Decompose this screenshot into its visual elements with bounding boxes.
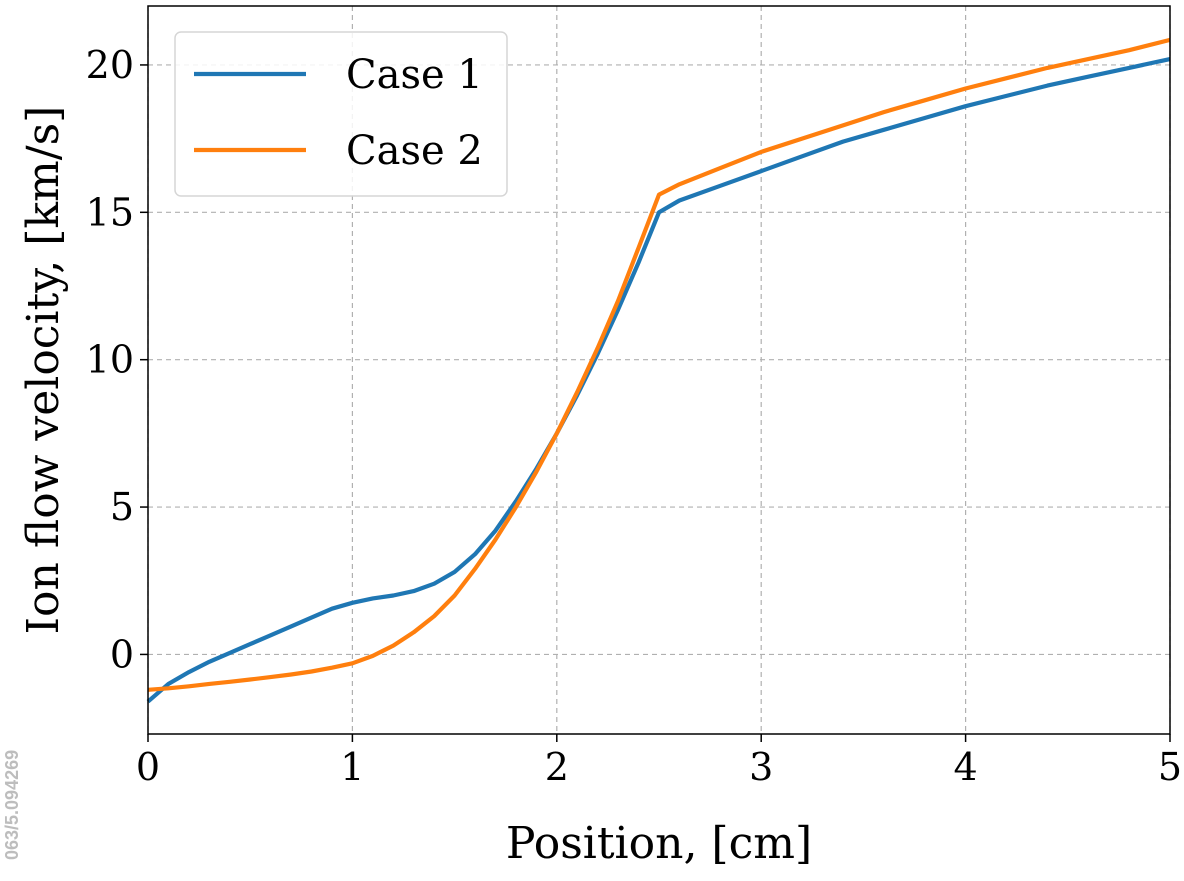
y-tick-label: 20 (86, 43, 134, 87)
x-tick-label: 1 (340, 745, 364, 789)
y-tick-label: 15 (86, 190, 134, 234)
x-tick-label: 3 (749, 745, 773, 789)
y-tick-label: 0 (110, 632, 134, 676)
side-doi-text: 063/5.094269 (2, 750, 22, 860)
plot-area-frame (147, 5, 1171, 735)
y-tick-label: 5 (110, 485, 134, 529)
axis-ticks: 0 1 2 3 4 5 0 5 10 15 20 (86, 43, 1182, 789)
x-tick-label: 2 (545, 745, 569, 789)
legend-label-case-1: Case 1 (346, 52, 483, 98)
x-tick-label: 4 (954, 745, 978, 789)
legend-label-case-2: Case 2 (346, 128, 483, 174)
legend: Case 1 Case 2 (174, 31, 508, 197)
y-axis-label: Ion flow velocity, [km/s] (18, 106, 69, 635)
series-lines (146, 37, 1171, 704)
x-axis-label: Position, [cm] (506, 818, 812, 869)
y-tick-label: 10 (86, 338, 134, 382)
x-tick-label: 0 (136, 745, 160, 789)
x-tick-label: 5 (1158, 745, 1182, 789)
series-line-case-2 (147, 37, 1171, 692)
